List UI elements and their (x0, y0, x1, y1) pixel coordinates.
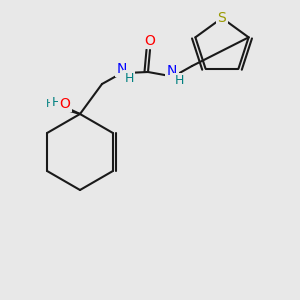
Text: H: H (46, 99, 54, 109)
Text: O: O (145, 34, 155, 48)
Text: H: H (174, 74, 184, 88)
Text: N: N (167, 64, 177, 78)
Text: S: S (218, 11, 226, 25)
Text: N: N (117, 62, 127, 76)
Text: H: H (51, 97, 61, 110)
Text: O: O (56, 98, 66, 112)
Text: O: O (60, 97, 70, 111)
Text: H: H (124, 71, 134, 85)
